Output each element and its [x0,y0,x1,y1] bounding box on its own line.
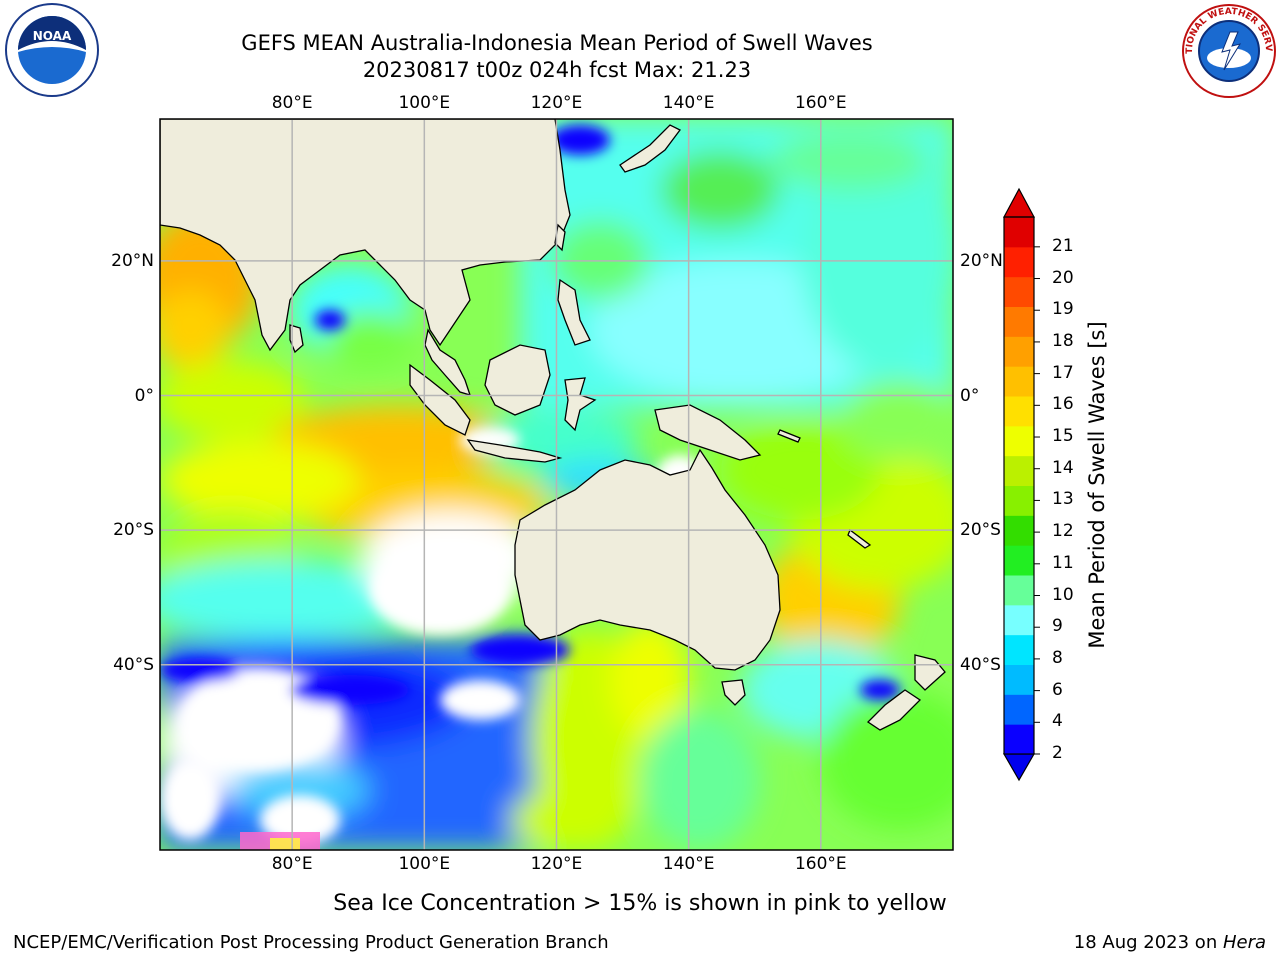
colorbar-label: 10 [1052,584,1074,605]
lon-tick-top: 100°E [398,93,451,113]
colorbar-under-triangle [1002,753,1036,782]
lon-tick-bottom: 100°E [398,854,451,874]
lat-tick-right: 40°S [960,654,1001,675]
land-masses [160,119,946,731]
land-philippines [557,278,591,346]
lon-tick-bottom: 120°E [530,854,583,874]
colorbar-bin [1004,575,1034,606]
lon-tick-top: 80°E [271,93,313,113]
colorbar-label: 17 [1052,362,1074,383]
lon-tick-bottom: 140°E [662,854,715,874]
colorbar-label: 2 [1052,743,1063,763]
land-solomon [777,429,801,443]
colorbar-over-triangle [1002,187,1036,218]
colorbar-bin [1004,306,1034,337]
chart-subtitle: 20230817 t00z 024h fcst Max: 21.23 [362,58,752,82]
colorbar-bin [1004,664,1034,695]
colorbar-bin [1004,634,1034,665]
colorbar-bin [1004,396,1034,427]
colorbar-label: 20 [1052,267,1074,288]
lon-tick-top: 160°E [794,93,847,113]
chart-title: GEFS MEAN Australia-Indonesia Mean Perio… [241,31,873,55]
land-new-zealand [866,654,946,731]
lat-tick-right: 20°N [960,250,1003,271]
colorbar-label: 11 [1052,552,1074,573]
colorbar-bin [1004,515,1034,546]
colorbar-bin [1004,485,1034,516]
colorbar-label: 15 [1052,426,1074,447]
colorbar-bin [1004,455,1034,486]
colorbar-label: 12 [1052,521,1074,542]
colorbar-label: 19 [1052,299,1074,320]
land-asia [160,119,571,352]
sea-ice-patch-core [270,838,300,850]
colorbar-label: 9 [1052,616,1063,637]
lon-tick-top: 140°E [662,93,715,113]
lat-tick-left: 20°N [111,250,154,271]
noaa-logo-text: NOAA [33,29,72,43]
colorbar-bin [1004,724,1034,755]
land-japan [619,124,681,173]
colorbar-bin [1004,246,1034,278]
footer-date: 18 Aug 2023 on [1073,932,1223,953]
lon-tick-bottom: 160°E [794,854,847,874]
colorbar-title: Mean Period of Swell Waves [s] [1085,321,1109,649]
colorbar [1002,187,1040,782]
lon-tick-bottom: 80°E [271,854,313,874]
colorbar-bin [1004,276,1034,307]
footer-host: Hera [1222,932,1266,953]
colorbar-bin [1004,217,1034,248]
colorbar-bin [1004,694,1034,725]
sea-ice-caption: Sea Ice Concentration > 15% is shown in … [333,891,947,916]
land-java [466,439,563,463]
colorbar-frame [1003,216,1035,755]
colorbar-label: 6 [1052,679,1063,700]
colorbar-bin [1004,336,1034,367]
lat-tick-left: 20°S [113,520,154,541]
colorbar-label: 18 [1052,330,1074,351]
land-new-caledonia [847,528,872,549]
colorbar-label: 16 [1052,394,1074,415]
nws-logo: NATIONAL WEATHER SERVICE [1180,2,1276,98]
colorbar-label: 8 [1052,647,1063,668]
land-new-guinea [654,404,762,461]
land-tasmania [721,679,746,706]
land-sri-lanka [289,324,304,354]
land-sulawesi [564,377,597,432]
footer-left: NCEP/EMC/Verification Post Processing Pr… [13,932,609,953]
lat-tick-left: 0° [134,385,154,406]
colorbar-label: 14 [1052,457,1074,478]
colorbar-bin [1004,604,1034,636]
footer-right: 18 Aug 2023 on Hera [1074,932,1266,953]
lat-tick-right: 0° [960,385,980,406]
lat-tick-left: 40°S [113,654,154,675]
land-borneo [484,344,551,416]
noaa-logo: NOAA [5,3,99,97]
colorbar-bin [1004,545,1034,576]
colorbar-bin [1004,425,1034,457]
lon-tick-top: 120°E [530,93,583,113]
map-frame [159,118,954,851]
graticule [160,119,953,850]
colorbar-bin [1004,366,1034,397]
colorbar-label: 4 [1052,711,1063,732]
colorbar-label: 13 [1052,489,1074,510]
land-australia [514,448,781,671]
map-field [160,119,953,850]
land-malay-peninsula [424,328,472,396]
colorbar-label: 21 [1052,235,1074,256]
lat-tick-right: 20°S [960,520,1001,541]
